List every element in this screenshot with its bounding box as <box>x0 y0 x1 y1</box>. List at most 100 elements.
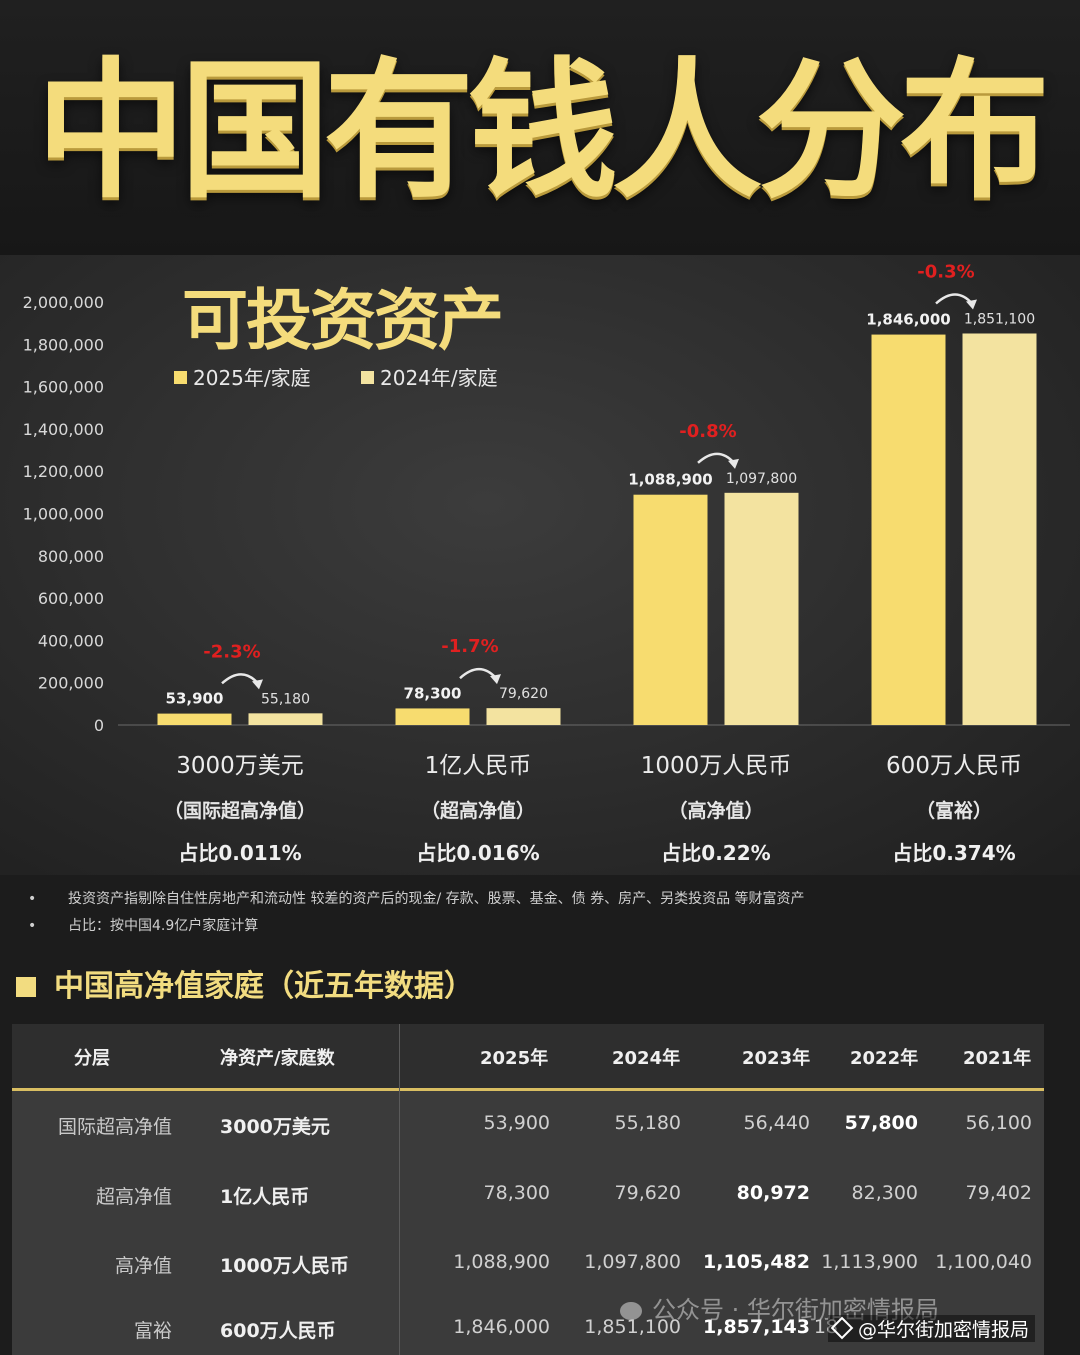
table-cell: 80,972 <box>736 1182 810 1204</box>
header-2023: 2023年 <box>742 1048 811 1069</box>
data-label-2024: 1,097,800 <box>726 471 797 487</box>
footnote-1: • 投资资产指剔除自住性房地产和流动性 较差的资产后的现金/ 存款、股票、基金、债… <box>28 891 805 907</box>
footnotes: • 投资资产指剔除自住性房地产和流动性 较差的资产后的现金/ 存款、股票、基金、债… <box>28 886 1068 940</box>
bar-2024 <box>486 708 561 725</box>
square-bullet-icon <box>16 977 36 997</box>
change-arrowhead-icon <box>966 299 977 310</box>
data-label-2024: 79,620 <box>499 686 548 702</box>
bar-2025 <box>871 334 946 725</box>
bar-2025 <box>395 708 470 725</box>
investable-assets-chart: 0 200,000 400,000 600,000 800,000 1,000,000 1,… <box>23 261 1070 865</box>
change-arrowhead-icon <box>252 679 263 690</box>
table-divider <box>399 1024 400 1355</box>
change-arrowhead-icon <box>490 674 501 685</box>
category-share: 占比0.22% <box>661 841 770 865</box>
change-label: -2.3% <box>203 641 260 662</box>
table-cell: 1,113,900 <box>821 1251 918 1273</box>
y-tick-label: 400,000 <box>38 631 104 650</box>
category-label: 1000万人民币 <box>641 753 792 779</box>
change-arrowhead-icon <box>728 458 739 469</box>
watermark-account: @华尔街加密情报局 <box>828 1315 1036 1342</box>
bar-2025 <box>633 494 708 725</box>
bar-2024 <box>724 492 799 725</box>
bar-2024 <box>248 713 323 725</box>
data-label-2025: 53,900 <box>166 690 224 708</box>
data-label-2025: 78,300 <box>404 684 462 702</box>
category-label: 1亿人民币 <box>425 753 532 779</box>
header-tier: 分层 <box>74 1048 110 1069</box>
data-label-2025: 1,846,000 <box>866 311 950 329</box>
table-section-title: 中国高净值家庭（近五年数据） <box>16 962 474 1012</box>
table-header <box>12 1024 1044 1091</box>
y-tick-label: 800,000 <box>38 547 104 566</box>
category-sublabel: （国际超高净值） <box>164 799 316 822</box>
category-share: 占比0.374% <box>892 841 1015 865</box>
category-share: 占比0.016% <box>416 841 539 865</box>
table-cell: 82,300 <box>851 1182 918 1204</box>
table-cell: 1,088,900 <box>453 1251 550 1273</box>
table-cell: 78,300 <box>483 1182 550 1204</box>
data-label-2025: 1,088,900 <box>628 471 712 489</box>
bar-2024 <box>962 333 1037 725</box>
table-cell: 56,440 <box>743 1112 810 1134</box>
table-cell: 79,620 <box>614 1182 681 1204</box>
y-tick-label: 1,400,000 <box>23 420 104 439</box>
watermark: 公众号 · 华尔街加密情报局 <box>620 1290 939 1325</box>
footnote-2: • 占比：按中国4.9亿户家庭计算 <box>28 918 259 934</box>
table-row-amount: 600万人民币 <box>220 1320 336 1342</box>
table-cell: 1,846,000 <box>453 1316 550 1338</box>
table-cell: 55,180 <box>614 1112 681 1134</box>
y-tick-label: 0 <box>94 716 104 735</box>
change-arrow-icon <box>935 293 973 305</box>
change-label: -0.8% <box>679 421 736 442</box>
chart-title: 可投资资产 <box>182 282 502 359</box>
category-share: 占比0.011% <box>178 841 301 865</box>
y-tick-label: 200,000 <box>38 674 104 693</box>
change-arrow-icon <box>221 673 259 685</box>
category-label: 600万人民币 <box>886 753 1022 779</box>
change-arrow-icon <box>459 667 497 680</box>
header-2021: 2021年 <box>963 1048 1032 1069</box>
change-label: -0.3% <box>917 261 974 282</box>
legend-label-2025: 2025年/家庭 <box>193 366 311 390</box>
table-cell: 1,857,143 <box>703 1316 810 1338</box>
y-tick-label: 1,800,000 <box>23 335 104 354</box>
header-2022: 2022年 <box>850 1048 919 1069</box>
table-row-tier: 高净值 <box>114 1255 172 1277</box>
table-row-amount: 3000万美元 <box>220 1116 330 1138</box>
header-background <box>0 0 1080 255</box>
table-cell: 18 <box>813 1316 838 1338</box>
table-cell: 1,851,100 <box>584 1316 681 1338</box>
legend-swatch-2024 <box>361 371 374 384</box>
category-sublabel: （富裕） <box>916 799 992 822</box>
change-arrow-icon <box>697 452 735 464</box>
y-tick-label: 1,000,000 <box>23 505 104 524</box>
table-cell: 56,100 <box>965 1112 1032 1134</box>
header-2024: 2024年 <box>612 1048 681 1069</box>
table-cell: 1,097,800 <box>584 1251 681 1273</box>
table-cell: 1,100,040 <box>935 1251 1032 1273</box>
data-label-2024: 55,180 <box>261 691 310 707</box>
category-label: 3000万美元 <box>176 753 304 779</box>
table-row-tier: 国际超高净值 <box>57 1116 172 1138</box>
legend-label-2024: 2024年/家庭 <box>380 366 498 390</box>
table-row-amount: 1亿人民币 <box>220 1186 310 1208</box>
wechat-icon <box>620 1302 642 1320</box>
y-tick-label: 2,000,000 <box>23 293 104 312</box>
table-row-tier: 富裕 <box>133 1320 172 1342</box>
hnw-table: 分层 净资产/家庭数 2025年 2024年 2023年 2022年 2021年… <box>12 1024 1044 1355</box>
table-cell: 1,105,482 <box>703 1251 810 1273</box>
category-sublabel: （超高净值） <box>421 799 535 822</box>
legend-swatch-2025 <box>174 371 187 384</box>
category-sublabel: （高净值） <box>668 799 763 822</box>
diamond-logo-icon <box>830 1316 854 1340</box>
table-row-amount: 1000万人民币 <box>220 1255 349 1277</box>
y-tick-label: 600,000 <box>38 589 104 608</box>
page-title: 中国有钱人分布 <box>35 45 1050 219</box>
data-label-2024: 1,851,100 <box>964 311 1035 327</box>
header-2025: 2025年 <box>480 1048 549 1069</box>
table-cell: 79,402 <box>965 1182 1032 1204</box>
bar-2025 <box>157 713 232 725</box>
change-label: -1.7% <box>441 636 498 657</box>
header-amount: 净资产/家庭数 <box>220 1048 335 1069</box>
